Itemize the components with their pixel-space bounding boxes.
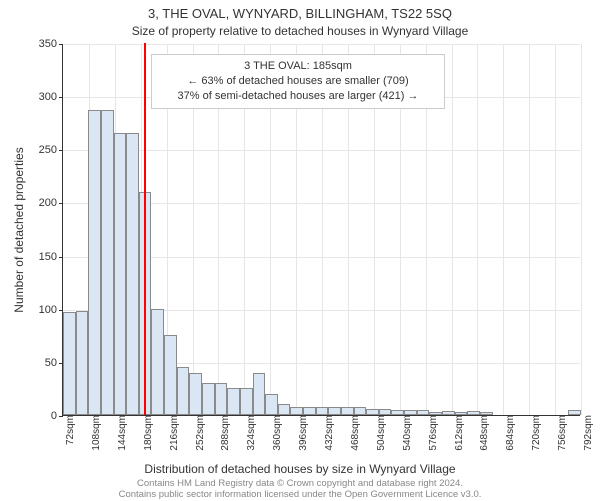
x-tick-label: 540sqm: [398, 415, 413, 451]
x-tick-label: 216sqm: [165, 415, 180, 451]
gridline-v: [503, 44, 504, 415]
x-tick-label: 468sqm: [346, 415, 361, 451]
histogram-bar: [568, 410, 581, 415]
y-tick-mark: [59, 257, 63, 258]
annotation-box: 3 THE OVAL: 185sqm← 63% of detached hous…: [151, 54, 445, 109]
x-axis-title: Distribution of detached houses by size …: [0, 462, 600, 476]
gridline-v: [555, 44, 556, 415]
x-tick-label: 360sqm: [268, 415, 283, 451]
histogram-bar: [429, 412, 442, 415]
x-tick-label: 108sqm: [87, 415, 102, 451]
x-tick-label: 252sqm: [191, 415, 206, 451]
y-tick-mark: [59, 97, 63, 98]
histogram-bar: [328, 407, 341, 416]
histogram-bar: [151, 309, 164, 415]
x-tick-label: 432sqm: [320, 415, 335, 451]
x-tick-label: 648sqm: [475, 415, 490, 451]
property-size-chart: 3, THE OVAL, WYNYARD, BILLINGHAM, TS22 5…: [0, 0, 600, 500]
histogram-bar: [215, 383, 228, 415]
histogram-bar: [417, 410, 430, 415]
histogram-bar: [177, 367, 190, 415]
x-tick-label: 288sqm: [216, 415, 231, 451]
y-tick-mark: [59, 203, 63, 204]
histogram-bar: [391, 410, 404, 415]
y-tick-mark: [59, 310, 63, 311]
annotation-line: ← 63% of detached houses are smaller (70…: [158, 74, 438, 89]
y-axis-title: Number of detached properties: [12, 147, 26, 312]
histogram-bar: [467, 411, 480, 415]
annotation-line: 3 THE OVAL: 185sqm: [158, 59, 438, 74]
x-tick-label: 324sqm: [242, 415, 257, 451]
y-tick-mark: [59, 150, 63, 151]
histogram-bar: [480, 412, 493, 415]
histogram-bar: [240, 388, 253, 415]
histogram-bar: [114, 133, 127, 415]
x-tick-label: 720sqm: [527, 415, 542, 451]
histogram-bar: [202, 383, 215, 415]
gridline-v: [452, 44, 453, 415]
x-tick-label: 144sqm: [113, 415, 128, 451]
histogram-bar: [164, 335, 177, 415]
histogram-bar: [63, 312, 76, 415]
footer-attribution: Contains HM Land Registry data © Crown c…: [0, 478, 600, 501]
gridline-v: [477, 44, 478, 415]
x-tick-label: 612sqm: [450, 415, 465, 451]
histogram-bar: [227, 388, 240, 415]
chart-title-sub: Size of property relative to detached ho…: [0, 24, 600, 38]
histogram-bar: [379, 409, 392, 415]
x-tick-label: 756sqm: [553, 415, 568, 451]
y-tick-mark: [59, 44, 63, 45]
histogram-bar: [88, 110, 101, 415]
histogram-bar: [341, 407, 354, 416]
histogram-bar: [316, 407, 329, 416]
footer-line-1: Contains HM Land Registry data © Crown c…: [137, 478, 463, 489]
histogram-bar: [303, 407, 316, 416]
footer-line-2: Contains public sector information licen…: [119, 489, 482, 500]
histogram-bar: [404, 410, 417, 415]
histogram-bar: [101, 110, 114, 415]
x-tick-label: 396sqm: [294, 415, 309, 451]
histogram-bar: [354, 407, 367, 416]
histogram-bar: [442, 411, 455, 415]
x-tick-label: 72sqm: [61, 415, 76, 445]
gridline-v: [581, 44, 582, 415]
gridline-v: [529, 44, 530, 415]
chart-title-main: 3, THE OVAL, WYNYARD, BILLINGHAM, TS22 5…: [0, 6, 600, 21]
histogram-bar: [455, 412, 468, 415]
x-tick-label: 792sqm: [579, 415, 594, 451]
plot-area: 05010015020025030035072sqm108sqm144sqm18…: [62, 44, 580, 416]
annotation-line: 37% of semi-detached houses are larger (…: [158, 89, 438, 104]
x-tick-label: 576sqm: [424, 415, 439, 451]
histogram-bar: [278, 404, 291, 415]
x-tick-label: 180sqm: [139, 415, 154, 451]
histogram-bar: [189, 373, 202, 416]
histogram-bar: [265, 394, 278, 415]
histogram-bar: [253, 373, 266, 416]
histogram-bar: [76, 311, 89, 415]
x-tick-label: 504sqm: [372, 415, 387, 451]
histogram-bar: [290, 407, 303, 416]
histogram-bar: [366, 409, 379, 415]
x-tick-label: 684sqm: [501, 415, 516, 451]
histogram-bar: [126, 133, 139, 415]
reference-line: [144, 43, 146, 415]
